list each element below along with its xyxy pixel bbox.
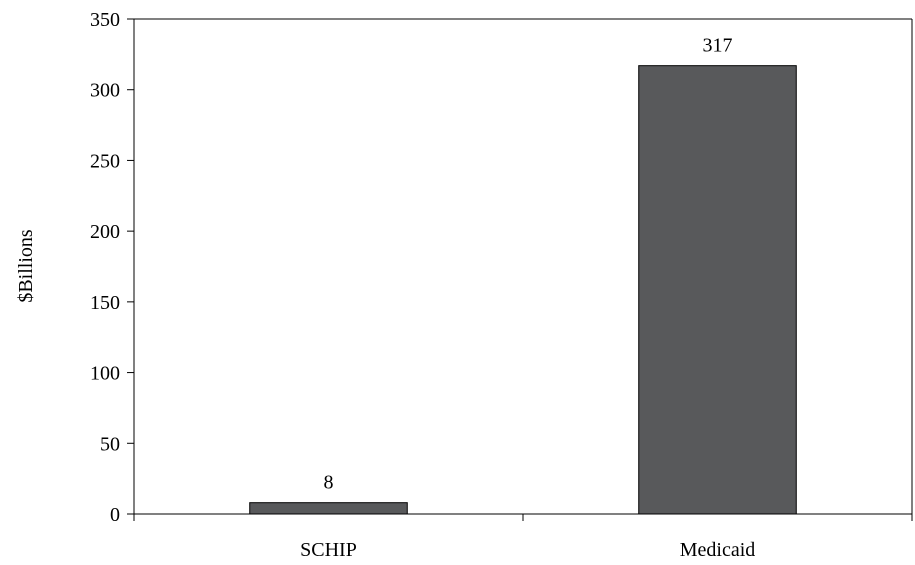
y-tick-label: 250 (90, 150, 120, 172)
bar-series (249, 65, 797, 515)
y-axis-title: $Billions (15, 229, 37, 303)
data-label: 317 (703, 35, 733, 57)
bar-medicaid (638, 65, 797, 515)
data-labels: 8 SCHIP 317 Medicaid (300, 35, 755, 561)
y-axis-ticks: 0 50 100 150 200 250 300 350 (90, 9, 134, 526)
x-axis-ticks (133, 514, 913, 521)
y-tick-label: 0 (110, 504, 120, 526)
bar-schip (249, 502, 408, 515)
x-category-label: Medicaid (680, 539, 756, 561)
y-tick-label: 300 (90, 80, 120, 102)
y-tick-label: 350 (90, 9, 120, 31)
y-tick-label: 100 (90, 363, 120, 385)
y-tick-label: 200 (90, 221, 120, 243)
x-category-label: SCHIP (300, 539, 357, 561)
y-tick-label: 150 (90, 292, 120, 314)
y-tick-label: 50 (100, 433, 120, 455)
data-label: 8 (324, 472, 334, 494)
